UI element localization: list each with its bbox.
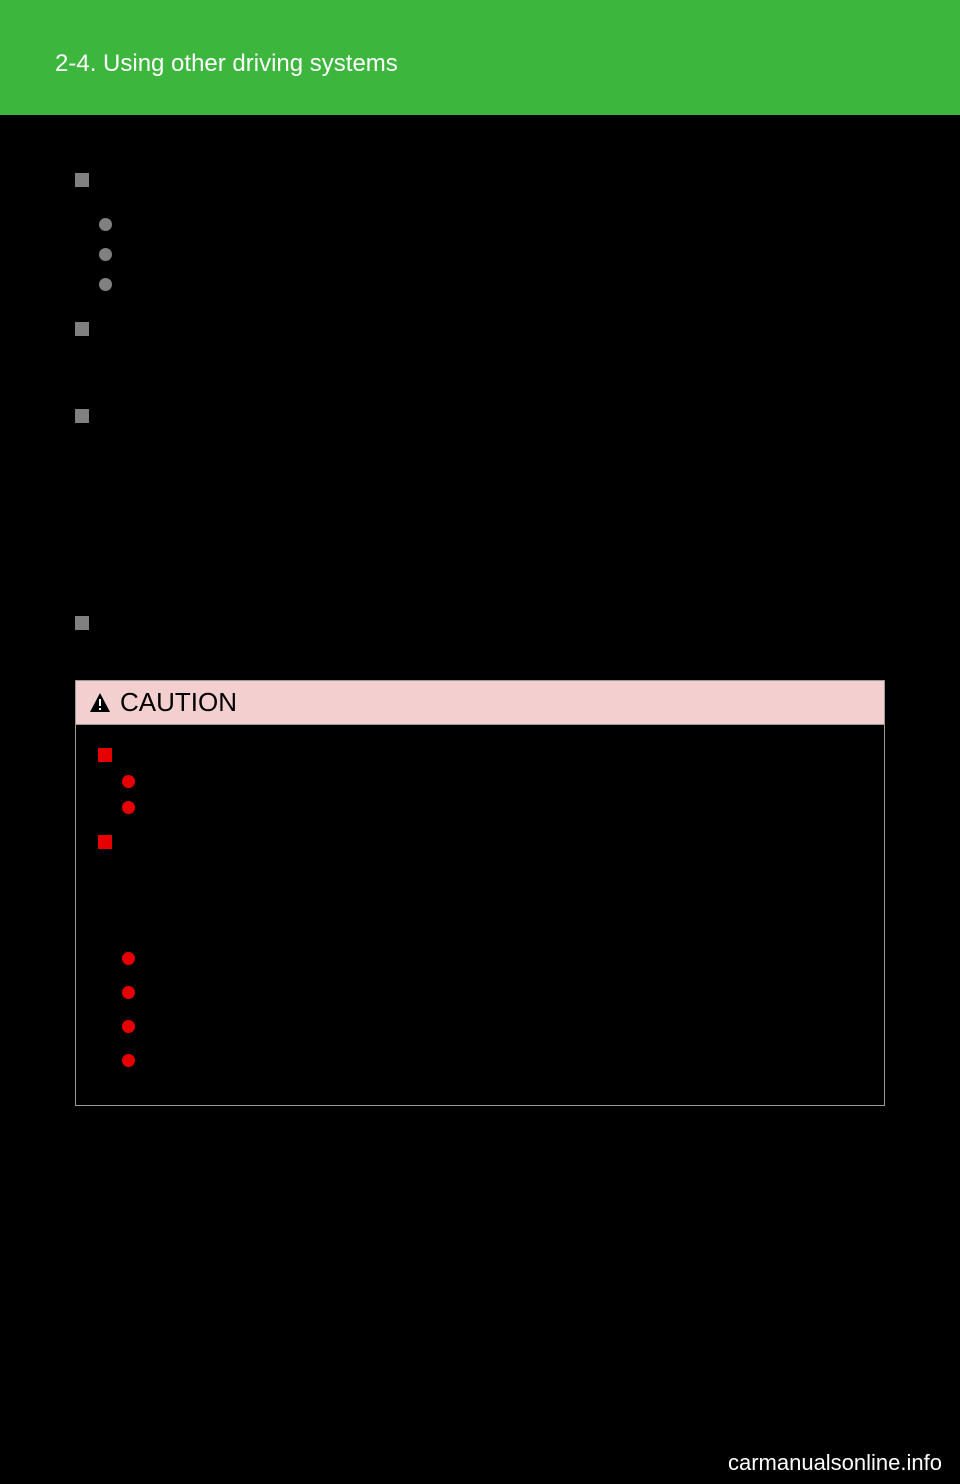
warning-triangle-icon	[88, 691, 112, 715]
caution-body	[76, 725, 884, 1105]
circle-bullet-icon	[99, 278, 112, 291]
circle-bullet-icon	[122, 775, 135, 788]
caution-title: CAUTION	[120, 687, 237, 718]
list-item	[75, 406, 885, 423]
page-content: CAUTION	[0, 115, 960, 1136]
caution-item	[98, 745, 862, 762]
circle-bullet-icon	[99, 248, 112, 261]
caution-item	[98, 832, 862, 849]
caution-header: CAUTION	[76, 681, 884, 725]
square-bullet-icon	[98, 748, 112, 762]
list-sub-item	[99, 245, 885, 261]
circle-bullet-icon	[122, 1054, 135, 1067]
caution-sub-item	[122, 798, 862, 814]
circle-bullet-icon	[122, 986, 135, 999]
page-header: 2-4. Using other driving systems	[0, 0, 960, 115]
circle-bullet-icon	[122, 952, 135, 965]
list-item	[75, 613, 885, 630]
caution-box: CAUTION	[75, 680, 885, 1106]
watermark: carmanualsonline.info	[728, 1450, 942, 1476]
section-title: 2-4. Using other driving systems	[55, 50, 960, 78]
square-bullet-icon	[75, 409, 89, 423]
square-bullet-icon	[98, 835, 112, 849]
list-item	[75, 319, 885, 336]
circle-bullet-icon	[122, 801, 135, 814]
square-bullet-icon	[75, 616, 89, 630]
list-item	[75, 170, 885, 187]
circle-bullet-icon	[99, 218, 112, 231]
caution-sub-item	[122, 1017, 862, 1033]
square-bullet-icon	[75, 173, 89, 187]
caution-sub-item	[122, 1051, 862, 1067]
list-sub-item	[99, 275, 885, 291]
circle-bullet-icon	[122, 1020, 135, 1033]
caution-sub-item	[122, 983, 862, 999]
caution-sub-item	[122, 772, 862, 788]
square-bullet-icon	[75, 322, 89, 336]
caution-sub-item	[122, 949, 862, 965]
list-sub-item	[99, 215, 885, 231]
